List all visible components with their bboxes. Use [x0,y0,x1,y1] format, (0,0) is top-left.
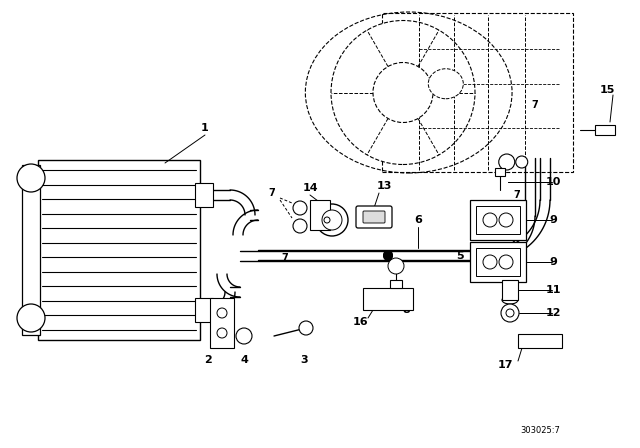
Text: 11: 11 [545,285,561,295]
Bar [363,288,413,310]
Circle shape [217,328,227,338]
Circle shape [17,304,45,332]
Circle shape [499,213,513,227]
Circle shape [331,21,475,164]
FancyBboxPatch shape [356,206,392,228]
Text: 13: 13 [376,181,392,191]
Text: 9: 9 [549,257,557,267]
Bar [195,183,213,207]
Text: 16: 16 [352,317,368,327]
Text: 10: 10 [545,177,561,187]
Bar [470,200,526,240]
Text: 6: 6 [414,215,422,225]
Text: 15: 15 [599,85,614,95]
Circle shape [506,309,514,317]
Bar [502,280,518,300]
Bar [470,242,526,282]
Bar [382,13,573,172]
Ellipse shape [428,69,463,99]
Circle shape [236,328,252,344]
Bar [476,206,520,234]
Circle shape [299,321,313,335]
Circle shape [501,304,519,322]
Circle shape [499,255,513,269]
Circle shape [293,219,307,233]
Circle shape [499,154,515,170]
Bar [495,168,505,176]
Text: 14: 14 [302,183,318,193]
Bar [195,298,213,322]
Circle shape [376,296,384,304]
Circle shape [483,255,497,269]
FancyBboxPatch shape [363,211,385,223]
Text: 3: 3 [300,355,308,365]
Text: 7: 7 [513,190,520,200]
Bar [476,248,520,276]
Text: 1: 1 [201,123,209,133]
Text: 303025:7: 303025:7 [520,426,560,435]
Text: 5: 5 [456,250,464,260]
Bar [22,165,40,335]
Text: 8: 8 [402,305,410,315]
Ellipse shape [502,296,518,304]
Circle shape [546,337,554,345]
Bar [210,298,234,348]
Text: 12: 12 [545,308,561,318]
Circle shape [483,213,497,227]
Bar [595,125,615,135]
Circle shape [373,63,433,122]
Circle shape [324,217,330,223]
Circle shape [516,156,528,168]
Text: 9: 9 [549,215,557,225]
Circle shape [17,164,45,192]
Bar [390,280,402,288]
Text: 4: 4 [240,355,248,365]
Text: 7: 7 [269,188,275,198]
Circle shape [383,251,393,261]
Bar [38,160,200,340]
Circle shape [388,258,404,274]
Circle shape [316,204,348,236]
Circle shape [293,201,307,215]
Circle shape [322,210,342,230]
Circle shape [217,308,227,318]
Text: 7: 7 [532,100,538,110]
Text: 2: 2 [204,355,212,365]
Circle shape [383,250,393,260]
Text: 17: 17 [497,360,513,370]
Bar [518,334,562,348]
Bar [310,200,330,230]
Text: 7: 7 [282,253,289,263]
